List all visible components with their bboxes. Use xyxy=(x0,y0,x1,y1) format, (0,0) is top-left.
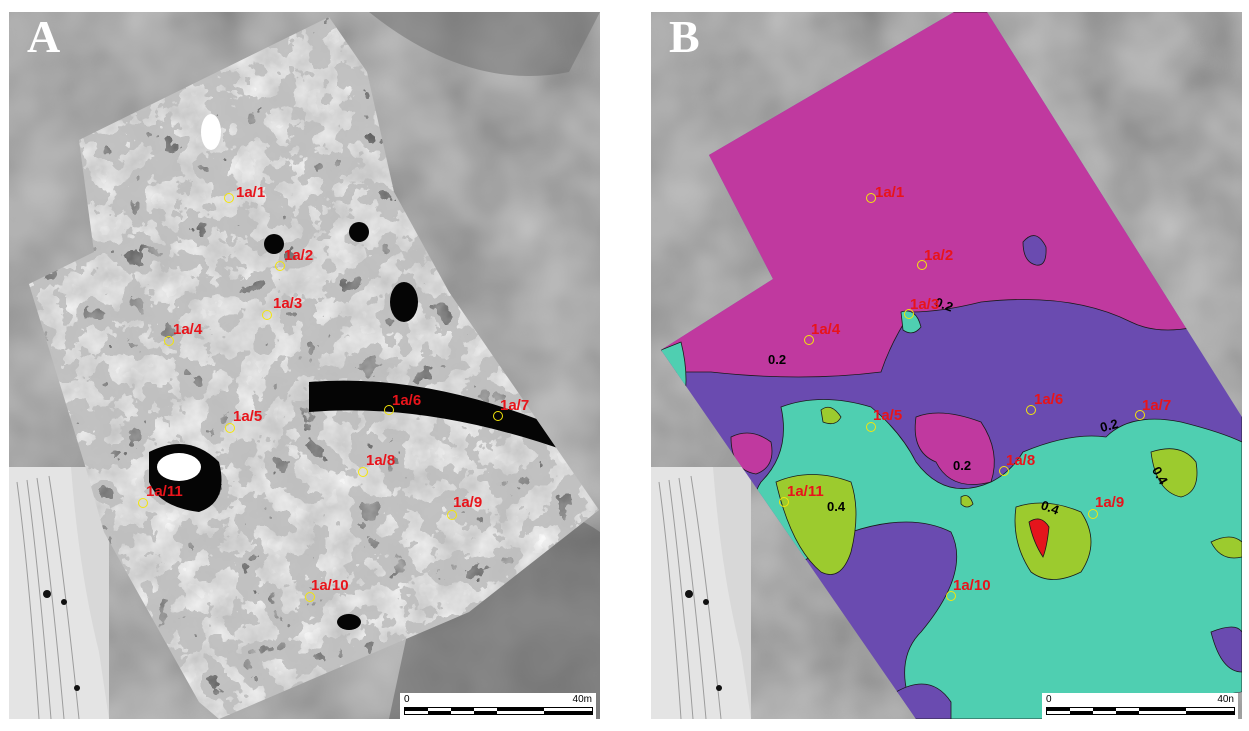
site-label-1a-5: 1a/5 xyxy=(233,408,263,425)
site-marker[interactable] xyxy=(946,591,956,601)
site-marker[interactable] xyxy=(1135,410,1145,420)
scale-bar-segments xyxy=(404,707,593,715)
site-marker[interactable] xyxy=(138,498,148,508)
site-label-1a-5: 1a/5 xyxy=(873,407,903,424)
site-marker[interactable] xyxy=(224,193,234,203)
site-label-1a-9: 1a/9 xyxy=(1095,494,1125,511)
scale-bar: 0 40n xyxy=(1042,693,1238,719)
panel-a-magnetometry-map: A 1a/1 1a/2 1a/3 1a/4 1a/5 1a/6 1a/7 1a/… xyxy=(9,12,600,719)
panel-b-contour-map: B 0.2 0.2 0.2 0.2 0.4 0.4 0.4 1a/1 1a/2 … xyxy=(651,12,1242,719)
site-label-1a-4: 1a/4 xyxy=(811,321,841,338)
site-label-1a-8: 1a/8 xyxy=(1006,452,1036,469)
contour-label: 0.2 xyxy=(953,458,972,473)
site-label-1a-11: 1a/11 xyxy=(787,483,824,500)
site-label-1a-4: 1a/4 xyxy=(173,321,203,338)
site-label-1a-1: 1a/1 xyxy=(236,184,266,201)
site-marker[interactable] xyxy=(305,592,315,602)
site-label-1a-8: 1a/8 xyxy=(366,452,396,469)
scale-bar-segments xyxy=(1046,707,1235,715)
site-label-1a-2: 1a/2 xyxy=(284,247,314,264)
site-label-1a-11: 1a/11 xyxy=(146,483,183,500)
site-label-1a-10: 1a/10 xyxy=(953,577,991,594)
site-marker[interactable] xyxy=(917,260,927,270)
site-label-1a-3: 1a/3 xyxy=(273,295,303,312)
site-marker[interactable] xyxy=(779,497,789,507)
site-label-1a-9: 1a/9 xyxy=(453,494,483,511)
site-marker[interactable] xyxy=(164,336,174,346)
scale-end-label: 40n xyxy=(1217,694,1234,705)
scale-end-label: 40m xyxy=(572,694,592,705)
scale-start-label: 0 xyxy=(1046,694,1052,705)
site-label-1a-6: 1a/6 xyxy=(392,392,422,409)
site-marker[interactable] xyxy=(275,261,285,271)
site-marker[interactable] xyxy=(225,423,235,433)
site-marker[interactable] xyxy=(1026,405,1036,415)
site-marker[interactable] xyxy=(384,405,394,415)
site-label-1a-10: 1a/10 xyxy=(311,577,349,594)
site-label-1a-7: 1a/7 xyxy=(1142,397,1172,414)
site-marker[interactable] xyxy=(904,309,914,319)
scale-start-label: 0 xyxy=(404,694,410,705)
site-label-1a-7: 1a/7 xyxy=(500,397,530,414)
panel-b-map-graphics xyxy=(651,12,1242,719)
site-marker[interactable] xyxy=(358,467,368,477)
site-marker[interactable] xyxy=(804,335,814,345)
site-marker[interactable] xyxy=(262,310,272,320)
contour-label: 0.2 xyxy=(768,352,787,367)
site-marker[interactable] xyxy=(447,510,457,520)
site-label-1a-1: 1a/1 xyxy=(875,184,905,201)
contour-label: 0.4 xyxy=(827,499,846,514)
site-marker[interactable] xyxy=(999,466,1009,476)
site-marker[interactable] xyxy=(866,193,876,203)
site-marker[interactable] xyxy=(493,411,503,421)
site-label-1a-6: 1a/6 xyxy=(1034,391,1064,408)
panel-a-letter: A xyxy=(27,12,61,62)
panel-a-map-graphics xyxy=(9,12,600,719)
site-marker[interactable] xyxy=(866,422,876,432)
site-label-1a-2: 1a/2 xyxy=(924,247,954,264)
site-marker[interactable] xyxy=(1088,509,1098,519)
panel-b-letter: B xyxy=(669,12,700,62)
scale-bar: 0 40m xyxy=(400,693,596,719)
site-label-1a-3: 1a/3 xyxy=(910,296,940,313)
